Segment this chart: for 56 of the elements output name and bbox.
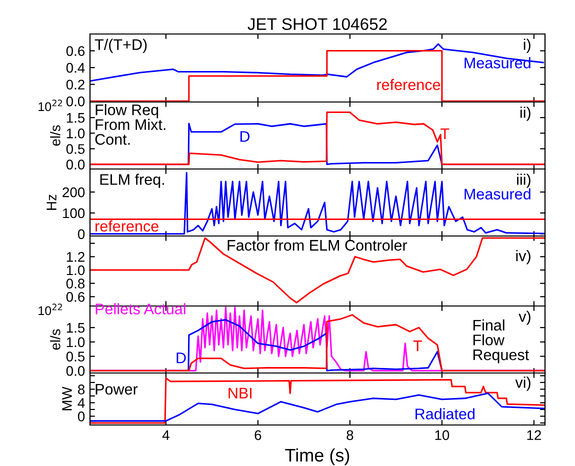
text: 10$^{22}$ <box>38 100 62 112</box>
y-tick-label: 0.6 <box>66 46 85 56</box>
y-tick-label: 0.6 <box>66 292 85 302</box>
series-label: NBI <box>228 388 252 398</box>
series-label: T <box>440 128 450 140</box>
y-tick-label: 0.0 <box>66 96 85 106</box>
y-tick-label: 0.8 <box>66 278 85 289</box>
annotation: i) <box>524 38 530 53</box>
series-label: reference <box>96 220 158 232</box>
chart-title: JET SHOT 104652 <box>248 18 387 30</box>
annotation: Flow Req From Mixt. Cont. <box>95 104 166 145</box>
x-tick-label: 8 <box>346 430 354 440</box>
series-label: Radiated <box>416 408 474 420</box>
annotation: iv) <box>516 250 530 264</box>
y-tick-label: 0 <box>78 412 85 422</box>
y-axis-title: el/s <box>50 125 60 146</box>
series-label: T <box>413 340 422 352</box>
y-tick-label: 0.0 <box>66 366 85 376</box>
y-tick-label: 100 <box>63 208 85 218</box>
y-axis-title: MW <box>62 386 72 410</box>
annotation: iii) <box>517 174 530 188</box>
y-tick-label: 1.5 <box>66 323 85 333</box>
annotation: Factor from ELM Controler <box>228 240 408 251</box>
series-label: D <box>176 352 186 364</box>
x-tick-label: 6 <box>254 430 262 440</box>
y-axis-title: Hz <box>46 194 56 210</box>
y-tick-label: 1.2 <box>66 252 84 262</box>
annotation: T/(T+D) <box>94 38 147 53</box>
series-label: Pellets Actual <box>96 303 186 314</box>
y-tick-label: 0.4 <box>66 62 85 73</box>
annotation: Power <box>96 384 138 395</box>
y-tick-label: 1.0 <box>66 128 85 138</box>
annotation: ii) <box>520 106 530 121</box>
y-tick-label: 1.0 <box>66 265 85 276</box>
x-axis-title: Time (s) <box>285 448 350 466</box>
y-tick-label: 0.5 <box>66 352 85 362</box>
y-tick-label: 0 <box>78 229 85 240</box>
series-label: Measured <box>464 57 530 68</box>
y-tick-label: 1.5 <box>66 113 85 123</box>
x-tick-label: 10 <box>435 430 450 440</box>
series-label: D <box>240 131 250 142</box>
y-tick-label: 0.0 <box>66 160 85 170</box>
series-label: reference <box>377 78 440 90</box>
x-tick-label: 4 <box>162 430 170 440</box>
y-tick-label: 4 <box>78 398 85 408</box>
annotation: vi) <box>515 376 530 391</box>
y-axis-title: el/s <box>50 329 60 350</box>
annotation: ELM freq. <box>100 174 164 188</box>
y-tick-label: 200 <box>62 187 85 198</box>
y-tick-label: 0.5 <box>66 144 85 154</box>
y-tick-label: 0.2 <box>66 80 84 90</box>
x-tick-label: 12 <box>527 430 541 440</box>
y-tick-label: 1.0 <box>66 337 85 348</box>
series-label: Measured <box>464 188 530 200</box>
y-tick-label: 8 <box>78 384 85 394</box>
text: 10$^{22}$ <box>38 304 62 316</box>
